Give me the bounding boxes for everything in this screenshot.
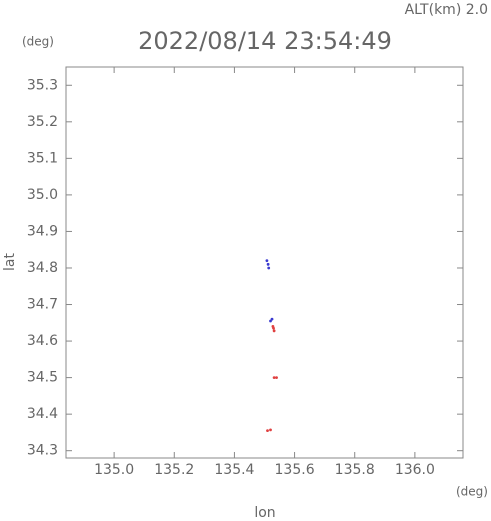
y-tick-label: 34.3 <box>27 443 58 459</box>
x-tick-label: 135.2 <box>154 462 194 478</box>
y-tick-label: 34.6 <box>27 333 58 349</box>
y-unit: (deg) <box>22 35 54 49</box>
plot-frame <box>65 66 464 459</box>
point <box>266 262 270 266</box>
point <box>270 317 274 321</box>
y-tick-label: 35.1 <box>27 150 58 166</box>
y-tick-label: 35.3 <box>27 77 58 93</box>
y-axis-label: lat <box>2 253 18 271</box>
point <box>266 429 269 432</box>
x-axis-label: lon <box>254 505 275 521</box>
x-tick-label: 135.6 <box>275 462 315 478</box>
point <box>272 329 276 333</box>
point <box>269 428 272 432</box>
chart-title: 2022/08/14 23:54:49 <box>138 27 392 55</box>
subtitle: ALT(km) 2.0 <box>405 2 488 18</box>
x-unit: (deg) <box>456 485 488 499</box>
point <box>267 266 271 270</box>
y-tick-label: 34.4 <box>27 406 58 422</box>
point <box>265 259 269 263</box>
y-tick-label: 35.0 <box>27 187 58 203</box>
y-tick-label: 34.5 <box>27 370 58 386</box>
point <box>275 376 278 380</box>
x-tick-label: 135.4 <box>214 462 254 478</box>
y-tick-label: 34.9 <box>27 223 58 239</box>
y-tick-label: 34.8 <box>27 260 58 276</box>
point <box>271 325 275 328</box>
x-tick-label: 135.8 <box>335 462 375 478</box>
x-tick-label: 136.0 <box>395 462 435 478</box>
x-tick-label: 135.0 <box>94 462 134 478</box>
y-tick-label: 34.7 <box>27 297 58 313</box>
point <box>272 376 276 380</box>
y-tick-label: 35.2 <box>27 114 58 130</box>
